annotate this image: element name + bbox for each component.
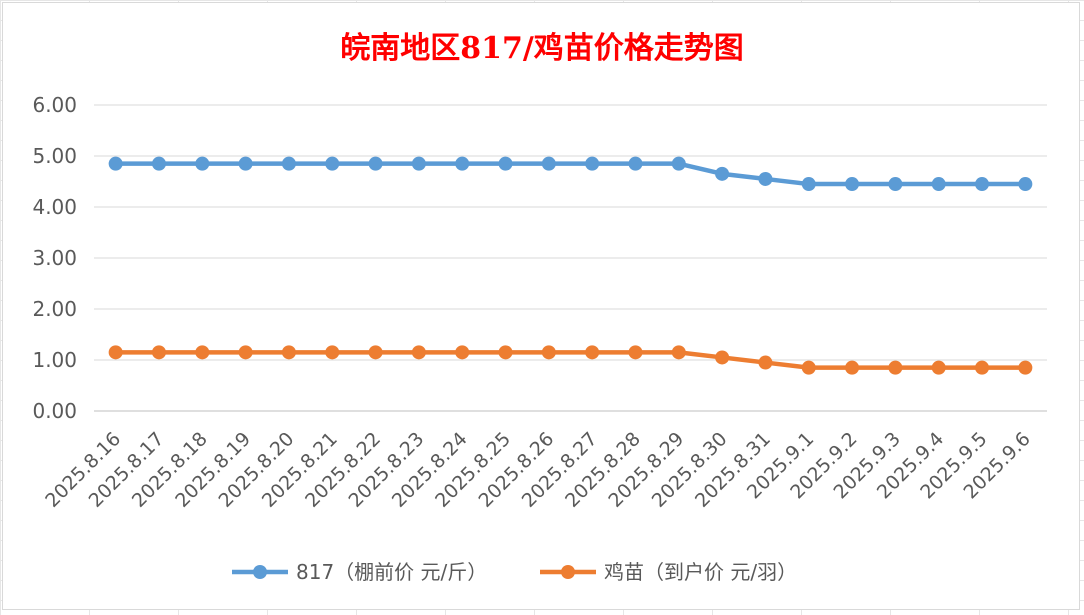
- data-point[interactable]: [455, 156, 470, 171]
- data-point[interactable]: [671, 156, 686, 171]
- data-point[interactable]: [195, 156, 210, 171]
- data-point[interactable]: [281, 156, 296, 171]
- data-point[interactable]: [931, 360, 946, 375]
- data-point[interactable]: [585, 345, 600, 360]
- data-point[interactable]: [758, 171, 773, 186]
- data-point[interactable]: [151, 156, 166, 171]
- series-line: [113, 161, 1028, 187]
- data-point[interactable]: [845, 177, 860, 192]
- data-point[interactable]: [368, 345, 383, 360]
- data-point[interactable]: [455, 345, 470, 360]
- data-point[interactable]: [888, 360, 903, 375]
- data-point[interactable]: [975, 360, 990, 375]
- data-point[interactable]: [888, 177, 903, 192]
- data-point[interactable]: [975, 177, 990, 192]
- series-1: [108, 156, 1033, 192]
- legend-entry[interactable]: 817（棚前价 元/斤）: [232, 560, 487, 584]
- data-point[interactable]: [585, 156, 600, 171]
- data-point[interactable]: [1018, 177, 1033, 192]
- y-tick-label: 3.00: [32, 246, 77, 270]
- data-point[interactable]: [541, 156, 556, 171]
- data-point[interactable]: [845, 360, 860, 375]
- data-point[interactable]: [325, 345, 340, 360]
- y-tick-label: 0.00: [32, 399, 77, 423]
- data-point[interactable]: [758, 355, 773, 370]
- data-point[interactable]: [195, 345, 210, 360]
- data-point[interactable]: [541, 345, 556, 360]
- legend-marker: [561, 565, 575, 579]
- y-tick-label: 4.00: [32, 195, 77, 219]
- data-point[interactable]: [108, 156, 123, 171]
- legend-label: 鸡苗（到户价 元/羽）: [604, 560, 797, 584]
- data-point[interactable]: [281, 345, 296, 360]
- chart-title: 皖南地区817/鸡苗价格走势图: [340, 31, 744, 66]
- data-point[interactable]: [325, 156, 340, 171]
- legend-entry[interactable]: 鸡苗（到户价 元/羽）: [540, 560, 797, 584]
- series-2: [108, 345, 1033, 375]
- data-point[interactable]: [1018, 360, 1033, 375]
- data-point[interactable]: [498, 345, 513, 360]
- series-line: [113, 350, 1028, 370]
- data-point[interactable]: [628, 156, 643, 171]
- data-point[interactable]: [715, 166, 730, 181]
- legend-label: 817（棚前价 元/斤）: [296, 560, 487, 584]
- data-point[interactable]: [151, 345, 166, 360]
- data-point[interactable]: [238, 156, 253, 171]
- data-point[interactable]: [108, 345, 123, 360]
- y-tick-label: 5.00: [32, 144, 77, 168]
- data-point[interactable]: [411, 156, 426, 171]
- data-point[interactable]: [931, 177, 946, 192]
- data-point[interactable]: [628, 345, 643, 360]
- data-point[interactable]: [801, 360, 816, 375]
- data-point[interactable]: [368, 156, 383, 171]
- data-point[interactable]: [238, 345, 253, 360]
- data-point[interactable]: [411, 345, 426, 360]
- legend-marker: [253, 565, 267, 579]
- y-tick-label: 1.00: [32, 348, 77, 372]
- data-point[interactable]: [801, 177, 816, 192]
- data-point[interactable]: [671, 345, 686, 360]
- data-point[interactable]: [498, 156, 513, 171]
- y-tick-label: 2.00: [32, 297, 77, 321]
- y-tick-label: 6.00: [32, 93, 77, 117]
- data-point[interactable]: [715, 350, 730, 365]
